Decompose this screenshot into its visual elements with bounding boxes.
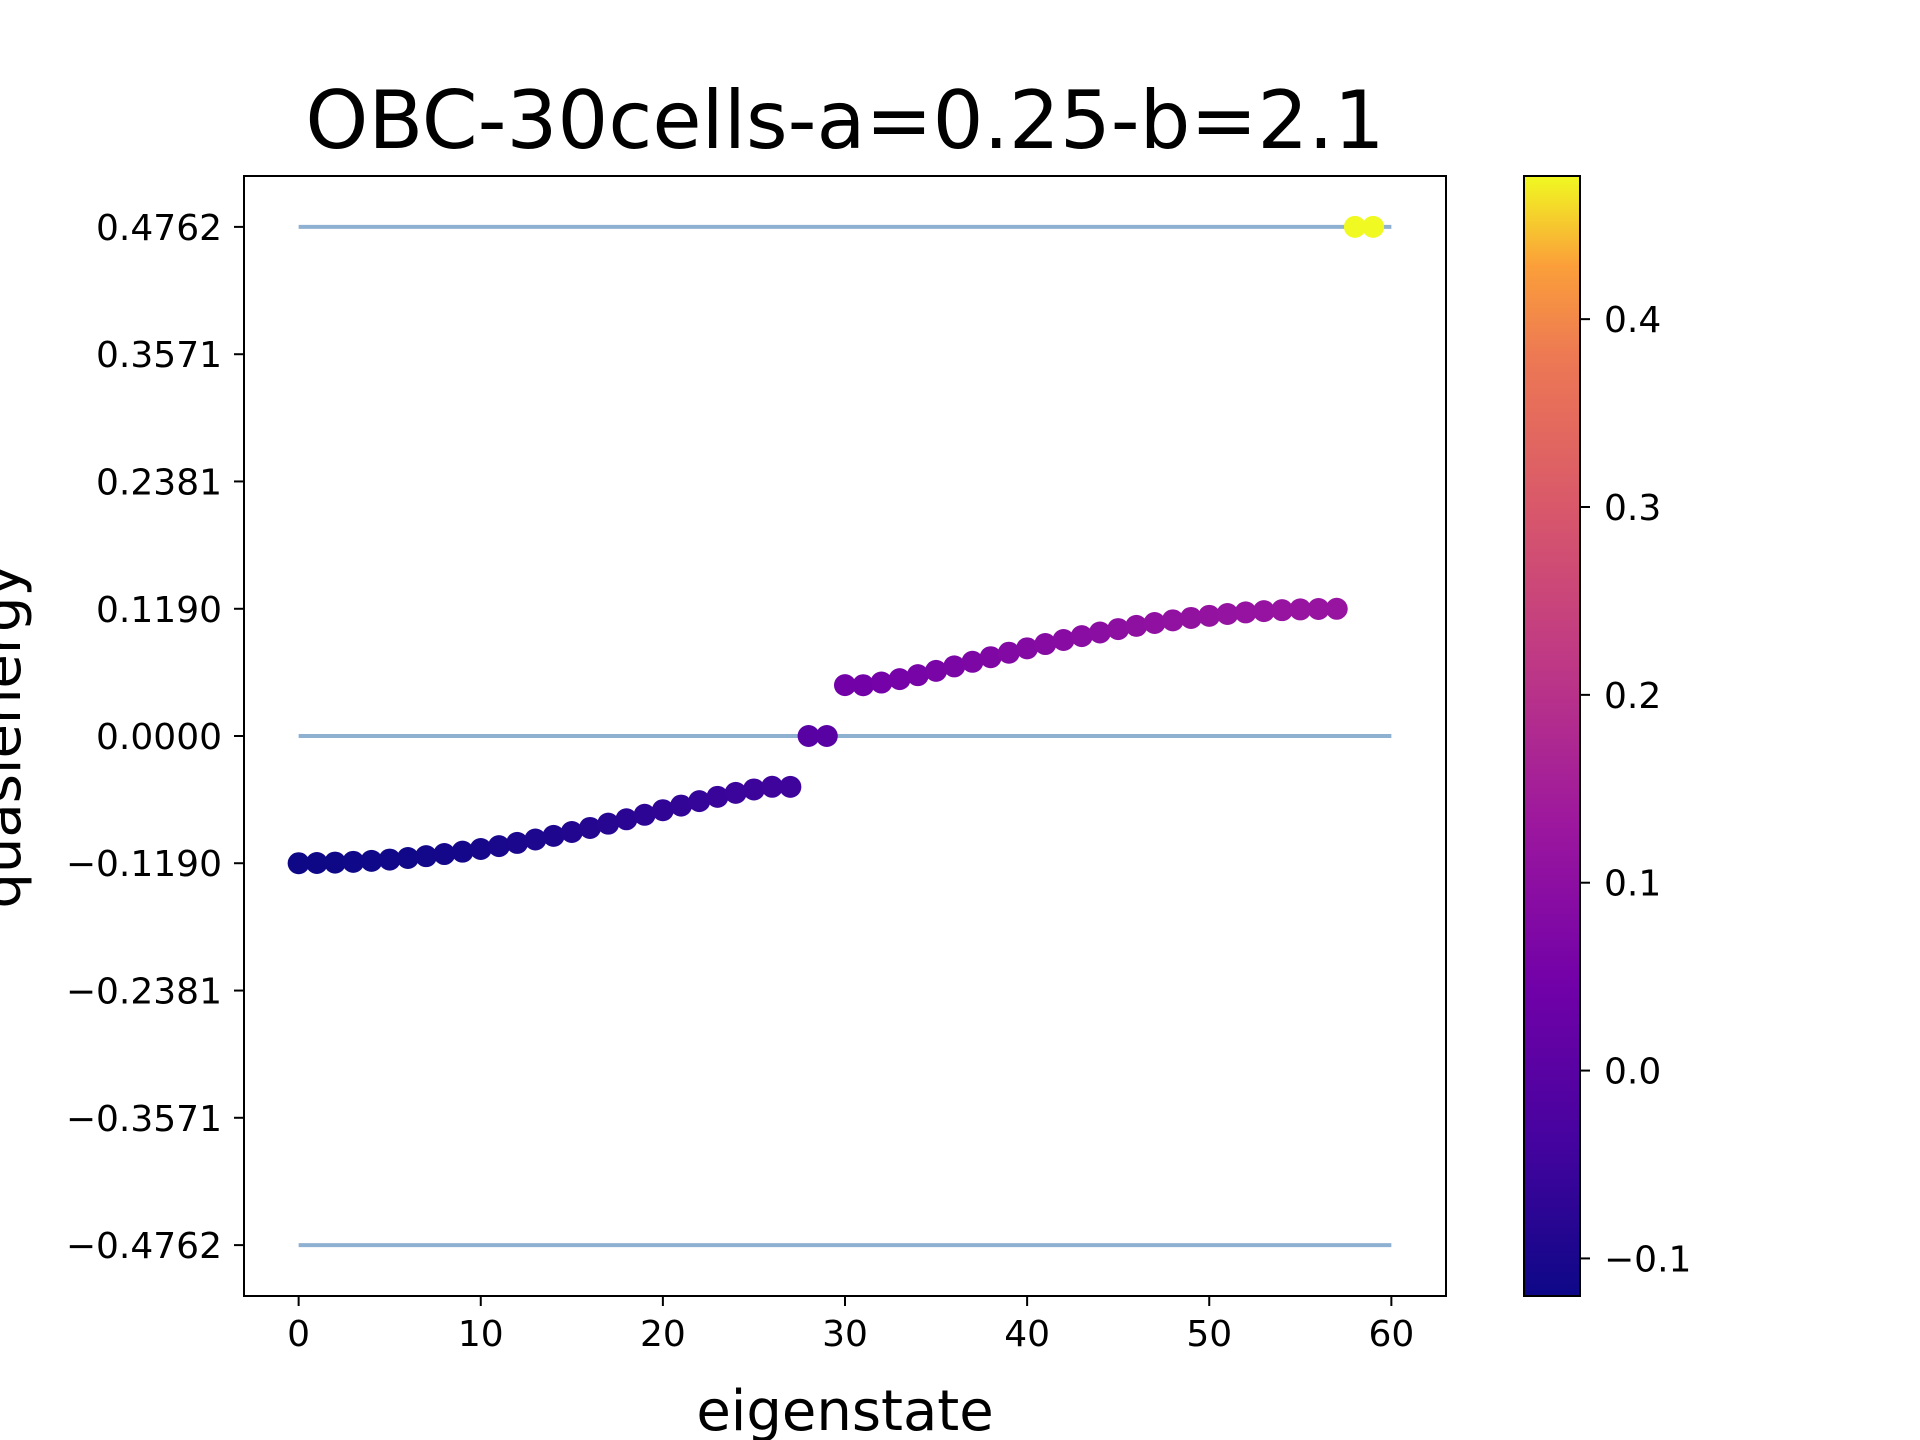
colorbar-tick-label-0: 0.4 xyxy=(1604,300,1661,341)
y-tick-label-1: 0.3571 xyxy=(96,335,222,376)
data-point-41 xyxy=(1034,633,1057,656)
data-point-56 xyxy=(1307,597,1330,620)
x-axis-title: eigenstate xyxy=(696,1379,993,1440)
colorbar-tick-label-2: 0.2 xyxy=(1604,676,1661,717)
colorbar xyxy=(1523,175,1581,1297)
data-point-24 xyxy=(724,781,747,804)
x-axis: 0 10 20 30 40 50 60 xyxy=(287,1296,1414,1355)
data-point-48 xyxy=(1161,609,1184,632)
colorbar-tick-label-3: 0.1 xyxy=(1604,864,1661,905)
data-point-49 xyxy=(1180,606,1203,629)
data-point-54 xyxy=(1271,599,1294,622)
data-point-40 xyxy=(1016,637,1039,660)
colorbar-tick-label-4: 0.0 xyxy=(1604,1052,1661,1093)
data-point-21 xyxy=(670,794,693,817)
data-point-55 xyxy=(1289,598,1312,621)
data-point-17 xyxy=(597,812,620,835)
data-point-16 xyxy=(579,816,602,839)
data-point-43 xyxy=(1070,625,1093,648)
data-point-4 xyxy=(360,849,383,872)
data-point-50 xyxy=(1198,604,1221,627)
y-tick-label-6: −0.2381 xyxy=(66,972,222,1013)
data-point-19 xyxy=(633,803,656,826)
y-tick-label-8: −0.4762 xyxy=(66,1226,222,1267)
data-point-9 xyxy=(451,840,474,863)
data-point-12 xyxy=(506,831,529,854)
x-tick-label-4: 40 xyxy=(1004,1314,1050,1355)
data-point-3 xyxy=(342,850,365,873)
x-tick-label-6: 60 xyxy=(1368,1314,1414,1355)
data-point-0 xyxy=(287,852,310,875)
data-point-31 xyxy=(852,674,875,697)
data-point-34 xyxy=(906,664,929,687)
x-tick-label-2: 20 xyxy=(640,1314,686,1355)
data-point-7 xyxy=(415,845,438,868)
data-point-28 xyxy=(797,725,820,747)
x-tick-label-1: 10 xyxy=(458,1314,504,1355)
colorbar-axis: 0.4 0.3 0.2 0.1 0.0 −0.1 xyxy=(1580,300,1691,1280)
chart-title: OBC-30cells-a=0.25-b=2.1 xyxy=(305,74,1384,167)
data-point-33 xyxy=(888,668,911,691)
data-point-39 xyxy=(997,641,1020,664)
data-point-18 xyxy=(615,808,638,831)
data-point-30 xyxy=(834,674,856,697)
data-point-26 xyxy=(761,775,784,798)
data-point-6 xyxy=(396,846,419,869)
data-point-2 xyxy=(324,851,347,874)
data-point-5 xyxy=(378,848,401,871)
colorbar-tick-label-1: 0.3 xyxy=(1604,488,1661,529)
x-tick-label-5: 50 xyxy=(1186,1314,1232,1355)
y-tick-label-7: −0.3571 xyxy=(66,1099,222,1140)
x-tick-label-3: 30 xyxy=(822,1314,868,1355)
data-point-10 xyxy=(469,838,492,861)
x-tick-label-0: 0 xyxy=(287,1314,310,1355)
data-point-35 xyxy=(925,659,948,682)
data-point-44 xyxy=(1088,621,1111,644)
data-point-11 xyxy=(487,835,510,858)
data-point-59 xyxy=(1362,215,1385,238)
data-point-52 xyxy=(1234,601,1257,624)
data-point-38 xyxy=(979,646,1002,669)
data-point-23 xyxy=(706,785,729,808)
data-point-46 xyxy=(1125,614,1148,637)
data-point-37 xyxy=(961,650,984,673)
y-tick-label-3: 0.1190 xyxy=(96,590,222,631)
data-point-53 xyxy=(1252,600,1275,623)
data-point-25 xyxy=(742,778,765,801)
data-point-1 xyxy=(305,852,328,875)
data-point-32 xyxy=(870,671,893,694)
y-tick-label-0: 0.4762 xyxy=(96,208,222,249)
data-point-27 xyxy=(779,775,802,798)
data-point-47 xyxy=(1143,611,1166,634)
data-points xyxy=(287,215,1385,875)
y-tick-label-4: 0.0000 xyxy=(96,717,222,758)
data-point-13 xyxy=(524,828,547,851)
colorbar-tick-label-5: −0.1 xyxy=(1604,1239,1691,1280)
data-point-8 xyxy=(433,843,456,866)
data-point-57 xyxy=(1325,597,1348,620)
y-axis: 0.4762 0.3571 0.2381 0.1190 0.0000 −0.1190 −0.… xyxy=(66,208,244,1267)
data-point-36 xyxy=(943,655,966,678)
data-point-14 xyxy=(542,824,565,847)
data-point-15 xyxy=(560,821,583,844)
y-tick-label-5: −0.1190 xyxy=(66,844,222,885)
data-point-29 xyxy=(815,725,838,747)
reference-lines xyxy=(298,224,1392,1248)
data-point-20 xyxy=(651,799,674,822)
data-point-58 xyxy=(1343,215,1366,238)
data-point-22 xyxy=(688,790,711,813)
y-tick-label-2: 0.2381 xyxy=(96,462,222,503)
y-axis-title: quasienergy xyxy=(0,563,34,908)
data-point-51 xyxy=(1216,603,1239,626)
data-point-45 xyxy=(1107,618,1130,641)
data-point-42 xyxy=(1052,628,1075,651)
